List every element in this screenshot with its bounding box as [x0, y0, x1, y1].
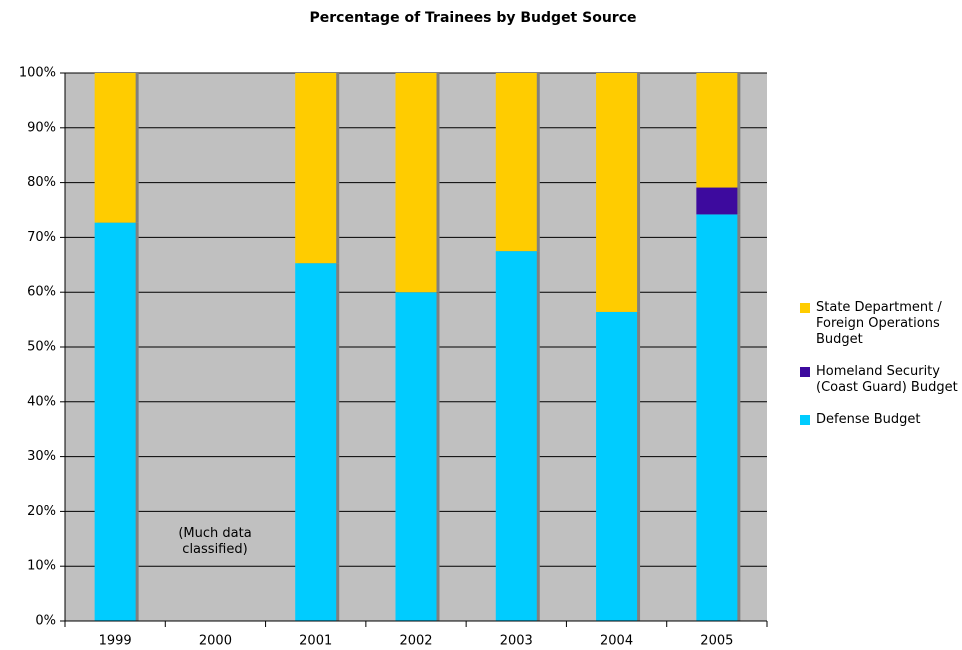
y-tick-label: 90% — [27, 120, 56, 135]
x-tick-label: 2000 — [199, 634, 232, 649]
legend: State Department / Foreign Operations Bu… — [800, 300, 958, 444]
y-tick-label: 30% — [27, 449, 56, 464]
bar-segment — [295, 263, 337, 621]
annotation: (Much data classified) — [178, 526, 252, 557]
y-tick-label: 80% — [27, 175, 56, 190]
y-tick-label: 50% — [27, 340, 56, 355]
legend-label: State Department / Foreign Operations Bu… — [816, 300, 942, 347]
legend-swatch — [800, 303, 810, 313]
bar-segment — [696, 187, 738, 215]
bar-segment — [395, 292, 437, 621]
x-tick-label: 2001 — [299, 634, 332, 649]
x-tick-label: 2005 — [700, 634, 733, 649]
bar-segment — [94, 222, 136, 621]
legend-item: Homeland Security (Coast Guard) Budget — [800, 364, 958, 396]
legend-label: Defense Budget — [816, 412, 921, 427]
legend-swatch — [800, 415, 810, 425]
legend-item: State Department / Foreign Operations Bu… — [800, 300, 958, 348]
y-tick-label: 60% — [27, 285, 56, 300]
bar-segment — [696, 214, 738, 621]
chart-title: Percentage of Trainees by Budget Source — [310, 10, 637, 26]
legend-item: Defense Budget — [800, 412, 958, 428]
y-tick-label: 20% — [27, 504, 56, 519]
bar-segment — [596, 311, 638, 621]
y-tick-label: 0% — [35, 614, 56, 629]
x-tick-label: 2002 — [399, 634, 432, 649]
y-tick-label: 70% — [27, 230, 56, 245]
bar-segment — [395, 73, 437, 293]
bar-segment — [596, 73, 638, 312]
bar-segment — [495, 251, 537, 621]
y-tick-label: 40% — [27, 394, 56, 409]
bar-segment — [295, 73, 337, 264]
x-tick-label: 2003 — [500, 634, 533, 649]
bar-segment — [696, 73, 738, 188]
y-tick-label: 100% — [19, 66, 56, 81]
legend-label: Homeland Security (Coast Guard) Budget — [816, 364, 958, 395]
bar-segment — [94, 73, 136, 223]
x-tick-label: 2004 — [600, 634, 633, 649]
bar-segment — [495, 73, 537, 252]
x-tick-label: 1999 — [99, 634, 132, 649]
legend-swatch — [800, 367, 810, 377]
y-tick-label: 10% — [27, 559, 56, 574]
